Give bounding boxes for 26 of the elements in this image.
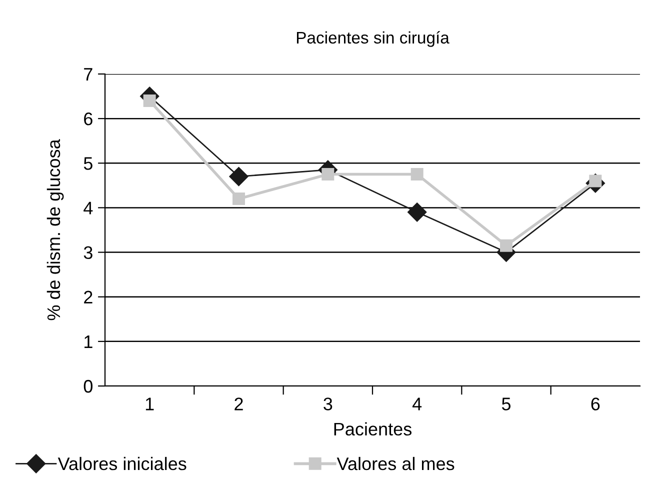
- y-tick-label: 5: [84, 157, 92, 170]
- x-tick-label: 1: [146, 398, 154, 410]
- legend-label: Valores al mes: [336, 456, 454, 470]
- point: [143, 94, 156, 107]
- y-tick-label: 2: [84, 290, 92, 304]
- y-tick-label: 4: [84, 202, 93, 214]
- y-tick-label: 3: [84, 246, 92, 260]
- x-tick-label: 2: [234, 398, 243, 410]
- chart-title: Pacientes sin cirugía: [296, 31, 450, 47]
- y-tick-label: 1: [84, 336, 92, 348]
- point: [500, 239, 512, 252]
- y-tick-label: 7: [84, 68, 92, 81]
- y-tick-label: 6: [84, 112, 92, 126]
- point: [410, 168, 424, 181]
- point: [232, 192, 245, 206]
- x-tick-label: 3: [324, 398, 332, 410]
- x-axis-title: Pacientes: [334, 422, 412, 436]
- x-tick-label: 6: [591, 398, 600, 410]
- x-tick-label: 5: [502, 398, 511, 410]
- point: [408, 202, 427, 222]
- y-tick-label: 0: [84, 380, 92, 393]
- legend-label: Valores iniciales: [58, 456, 186, 470]
- x-tick-label: 4: [412, 398, 422, 410]
- point: [322, 168, 334, 181]
- point: [229, 166, 248, 186]
- y-axis-title: % de dism. de glucosa: [46, 139, 64, 320]
